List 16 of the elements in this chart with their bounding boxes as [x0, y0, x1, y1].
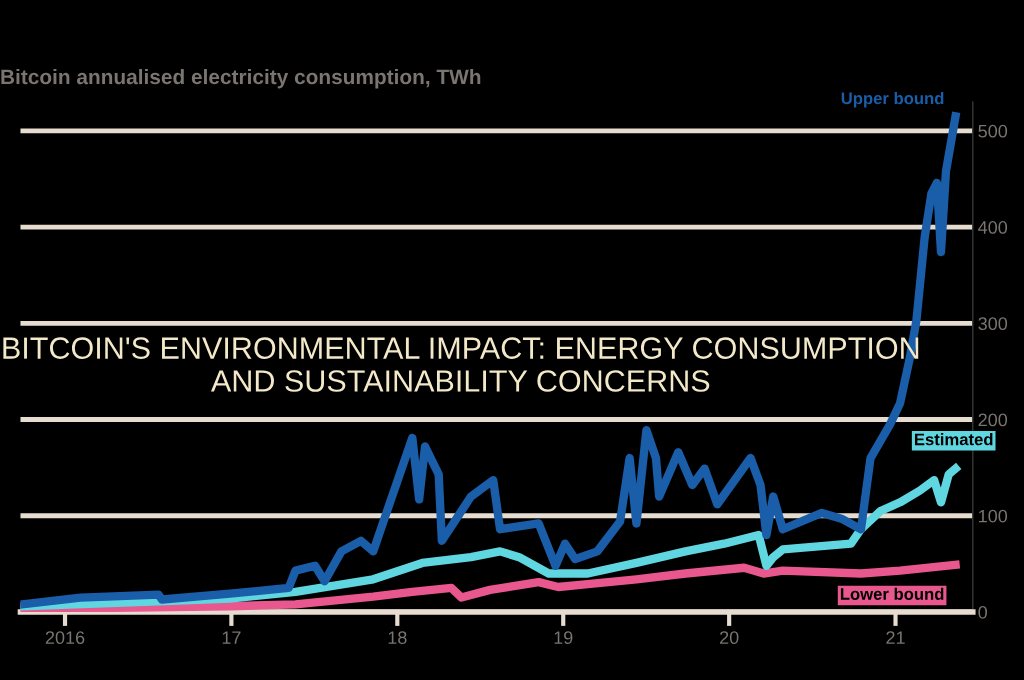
x-tick-label: 18	[388, 631, 407, 645]
series-label: Upper bound	[841, 92, 944, 108]
x-tick-label: 19	[554, 631, 573, 645]
series-label: Estimated	[914, 433, 993, 446]
y-tick-label: 500	[978, 124, 1008, 138]
chart-title: Bitcoin annualised electricity consumption, TWh	[1, 68, 481, 89]
x-tick-label: 20	[720, 631, 739, 645]
y-tick-label: 400	[978, 221, 1008, 234]
x-tick-label: 17	[222, 631, 241, 644]
x-tick-label: 2016	[45, 631, 85, 645]
y-tick-label: 0	[978, 605, 987, 619]
y-tick-label: 200	[978, 413, 1008, 427]
series-label: Lower bound	[840, 587, 944, 600]
x-tick-label: 21	[886, 631, 905, 644]
y-tick-label: 300	[978, 317, 1008, 331]
y-tick-label: 100	[979, 509, 1008, 523]
